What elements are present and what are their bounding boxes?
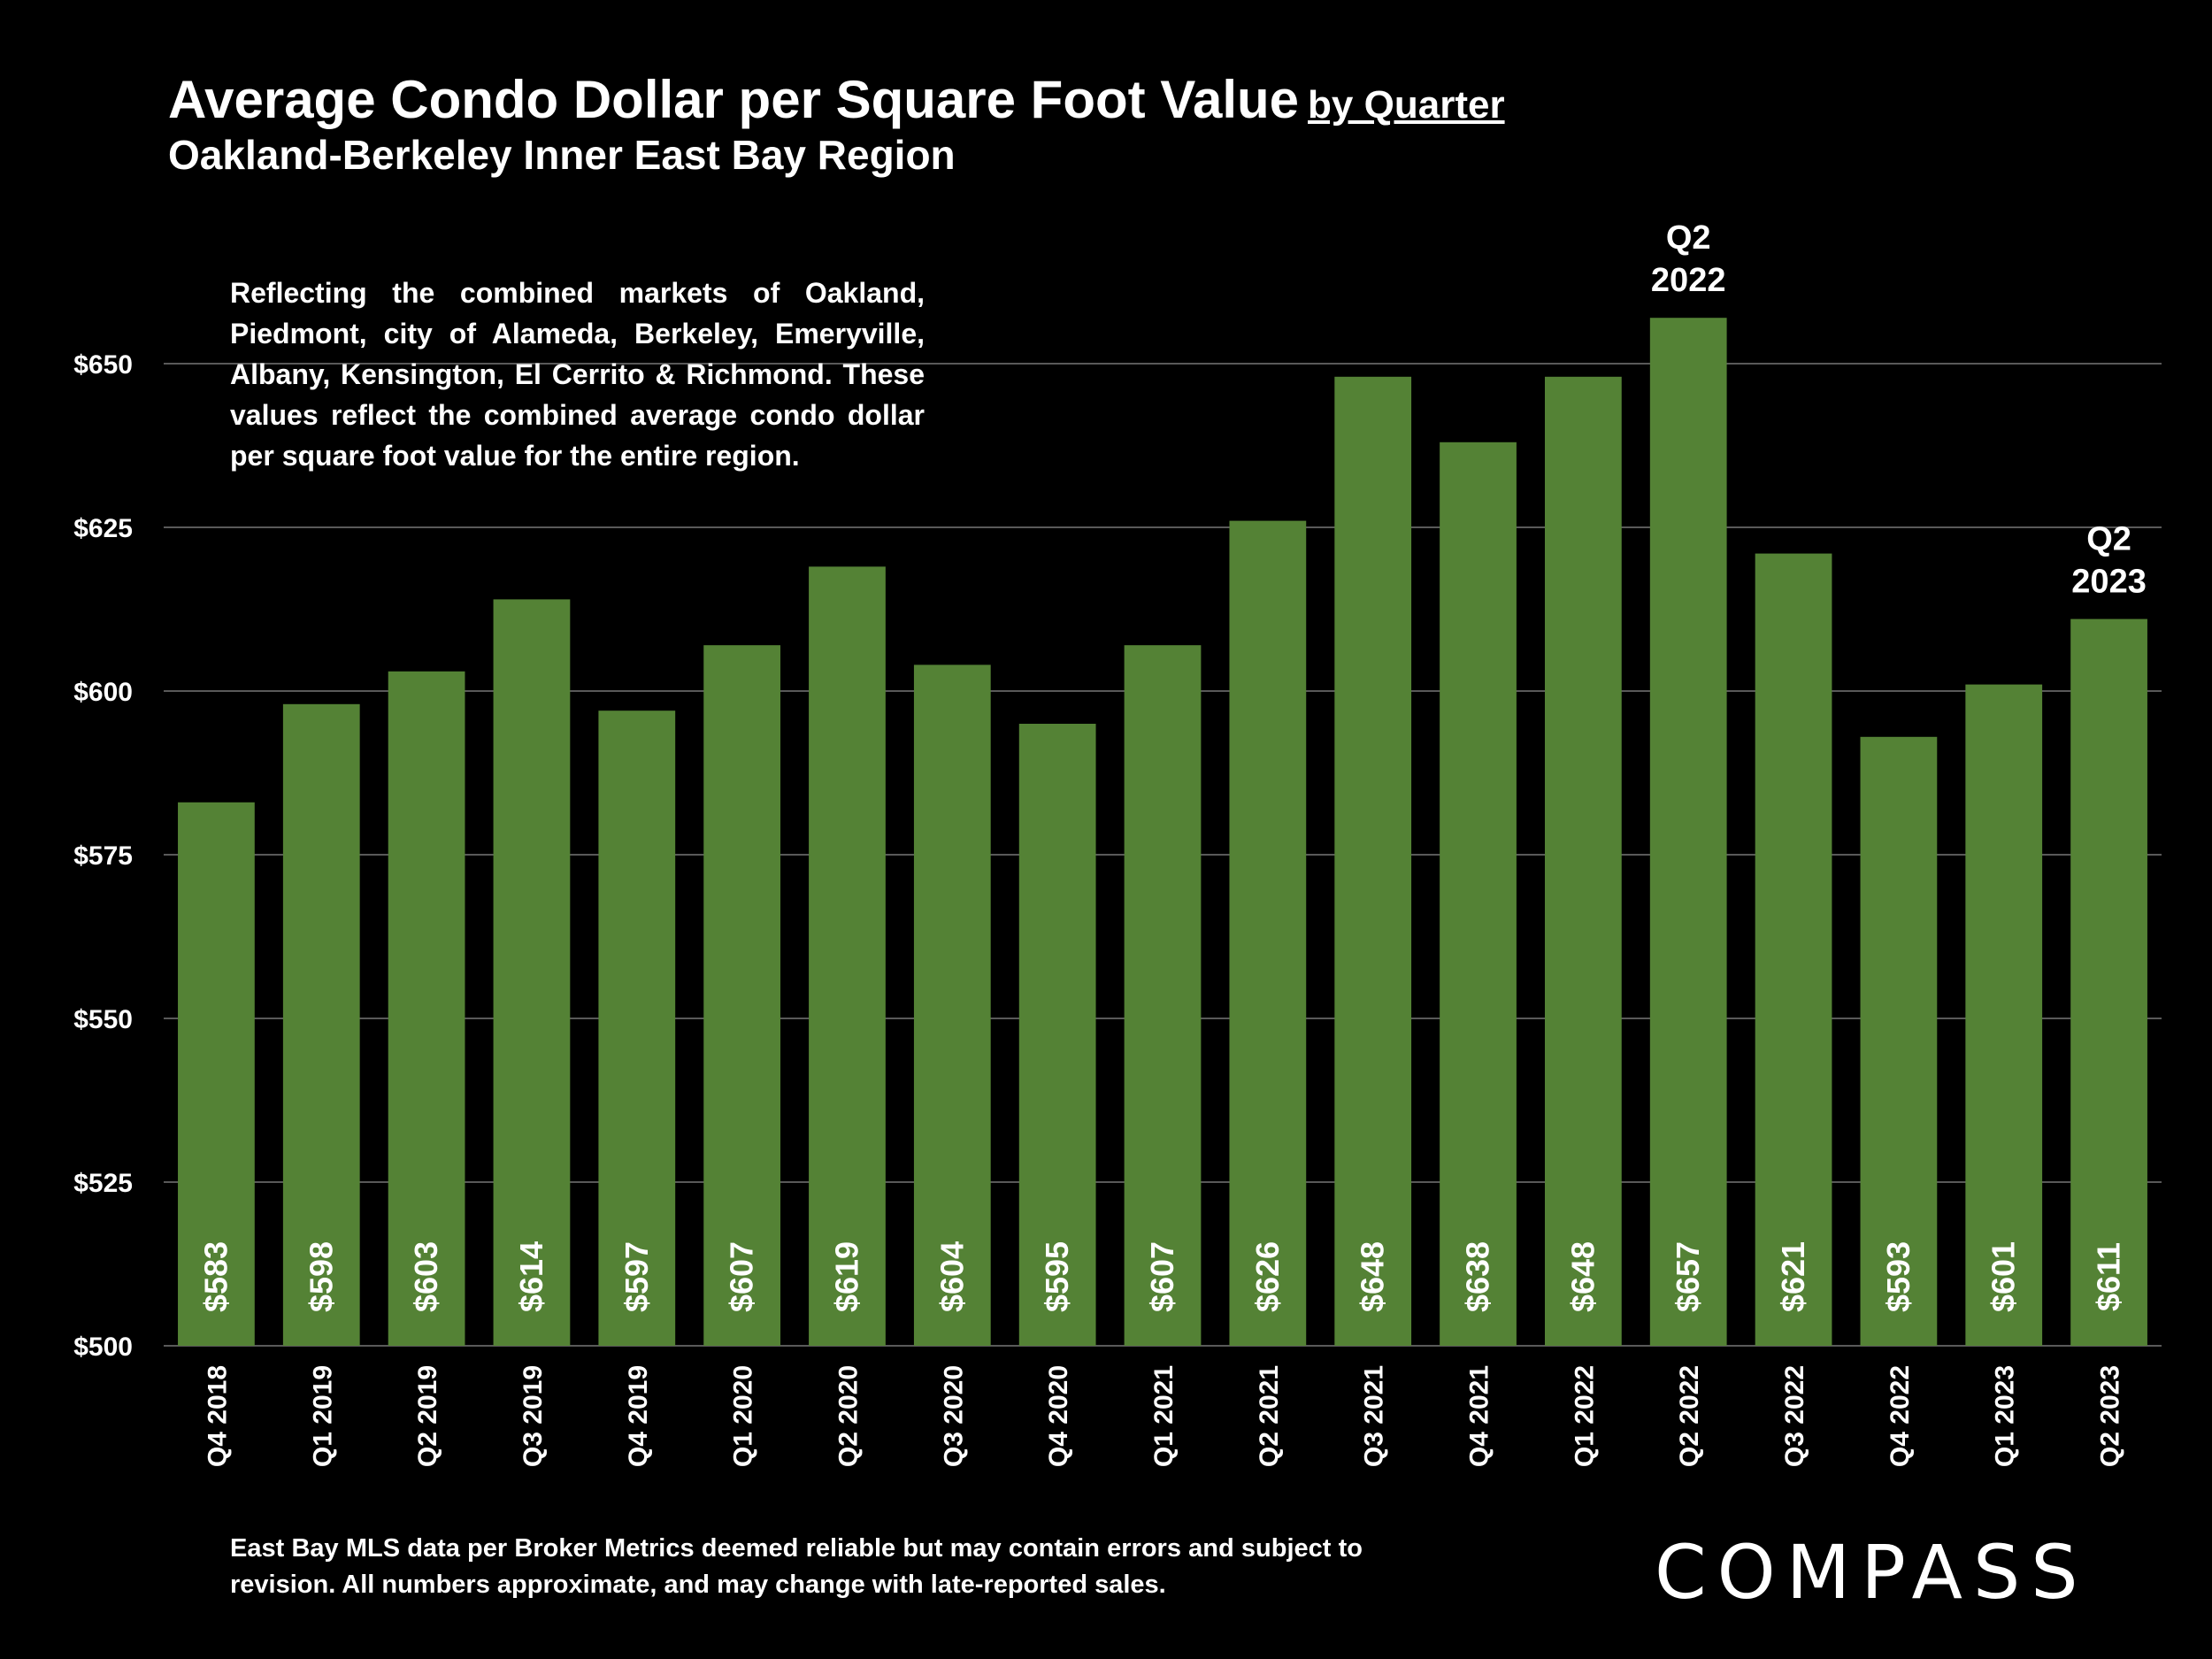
bar-value-label: $614 [513,1241,549,1312]
compass-logo: COMPASS [1655,1529,2089,1616]
bar [809,566,886,1346]
bar [1544,376,1622,1346]
region-note: Reflecting the combined markets of Oakla… [230,277,925,472]
bar [598,710,676,1346]
bar-value-label: $619 [828,1241,864,1312]
x-tick-label: Q3 2019 [518,1365,548,1467]
bar-value-label: $604 [933,1241,970,1312]
x-tick-label: Q2 2022 [1675,1365,1704,1467]
bar-value-label: $601 [1985,1241,2022,1312]
bar [913,664,991,1346]
annotation-label: 2022 [1651,262,1726,299]
y-tick-label: $600 [73,678,133,707]
x-tick-label: Q4 2018 [203,1365,232,1467]
bar [1124,645,1202,1346]
y-tick-label: $500 [73,1333,133,1362]
bar-value-label: $621 [1775,1241,1811,1312]
bar [1860,736,1938,1346]
bar [493,599,571,1346]
x-tick-label: Q2 2023 [2096,1365,2125,1467]
y-tick-label: $625 [73,514,133,543]
x-tick-label: Q4 2020 [1044,1365,1073,1467]
bar [1965,684,2043,1346]
x-tick-label: Q3 2022 [1780,1365,1809,1467]
bar [1440,442,1517,1346]
y-tick-label: $525 [73,1169,133,1198]
x-tick-label: Q1 2020 [729,1365,758,1467]
bar-value-label: $626 [1249,1241,1286,1312]
bar [703,645,781,1346]
annotations: Q2 2022 Q2 2023 [1651,219,2147,600]
bar-value-label: $593 [1880,1241,1916,1312]
y-tick-label: $575 [73,841,133,871]
x-axis: Q4 2018 Q1 2019 Q2 2019 Q3 2019 Q4 2019 Q1 20… [203,1365,2124,1467]
bar-value-label: $648 [1355,1241,1391,1312]
bar-value-label: $611 [2091,1242,2127,1311]
x-tick-label: Q2 2021 [1255,1365,1284,1467]
source-footnote: East Bay MLS data per Broker Metrics dee… [230,1534,1363,1599]
bar-value-label: $607 [724,1241,760,1312]
bars: $583 $598 $603 $614 $597 $607 $619 $604 $595 $607… [178,318,2147,1347]
bar [1018,724,1096,1346]
bar-value-label: $583 [197,1241,234,1312]
bar-value-label: $638 [1460,1241,1496,1312]
y-tick-label: $650 [73,350,133,380]
bar-value-label: $657 [1670,1241,1706,1312]
x-tick-label: Q3 2021 [1360,1365,1389,1467]
bar [1649,318,1727,1347]
bar-value-label: $607 [1144,1241,1180,1312]
annotation-label: Q2 [1666,219,1711,257]
bar-value-label: $597 [618,1241,655,1312]
bar-value-label: $595 [1039,1241,1075,1312]
bar [1229,520,1307,1346]
bar [1334,376,1412,1346]
x-tick-label: Q1 2023 [1991,1365,2020,1467]
x-tick-label: Q2 2019 [413,1365,442,1467]
bar-value-label: $598 [303,1241,339,1312]
chart-subtitle: Oakland-Berkeley Inner East Bay Region [168,132,956,178]
x-tick-label: Q1 2019 [308,1365,337,1467]
x-tick-label: Q2 2020 [833,1365,863,1467]
bar-value-label: $603 [408,1241,444,1312]
bar-value-label: $648 [1564,1241,1601,1312]
x-tick-label: Q4 2019 [624,1365,653,1467]
bar [282,703,360,1346]
annotation-label: 2023 [2071,564,2147,601]
bar [388,671,465,1346]
x-tick-label: Q1 2022 [1570,1365,1599,1467]
x-tick-label: Q4 2022 [1886,1365,1915,1467]
y-axis: $500 $525 $550 $575 $600 $625 $650 [73,350,133,1362]
y-tick-label: $550 [73,1005,133,1034]
bar [2070,618,2147,1346]
x-tick-label: Q1 2021 [1149,1365,1179,1467]
annotation-label: Q2 [2086,521,2131,558]
x-tick-label: Q4 2021 [1465,1365,1494,1467]
chart-title-suffix: by Quarter [1308,83,1505,127]
chart-title-main: Average Condo Dollar per Square Foot Val… [168,70,1300,129]
x-tick-label: Q3 2020 [939,1365,968,1467]
bar [1755,553,1832,1346]
bar [178,802,255,1346]
chart-title: Average Condo Dollar per Square Foot Val… [168,69,1505,130]
